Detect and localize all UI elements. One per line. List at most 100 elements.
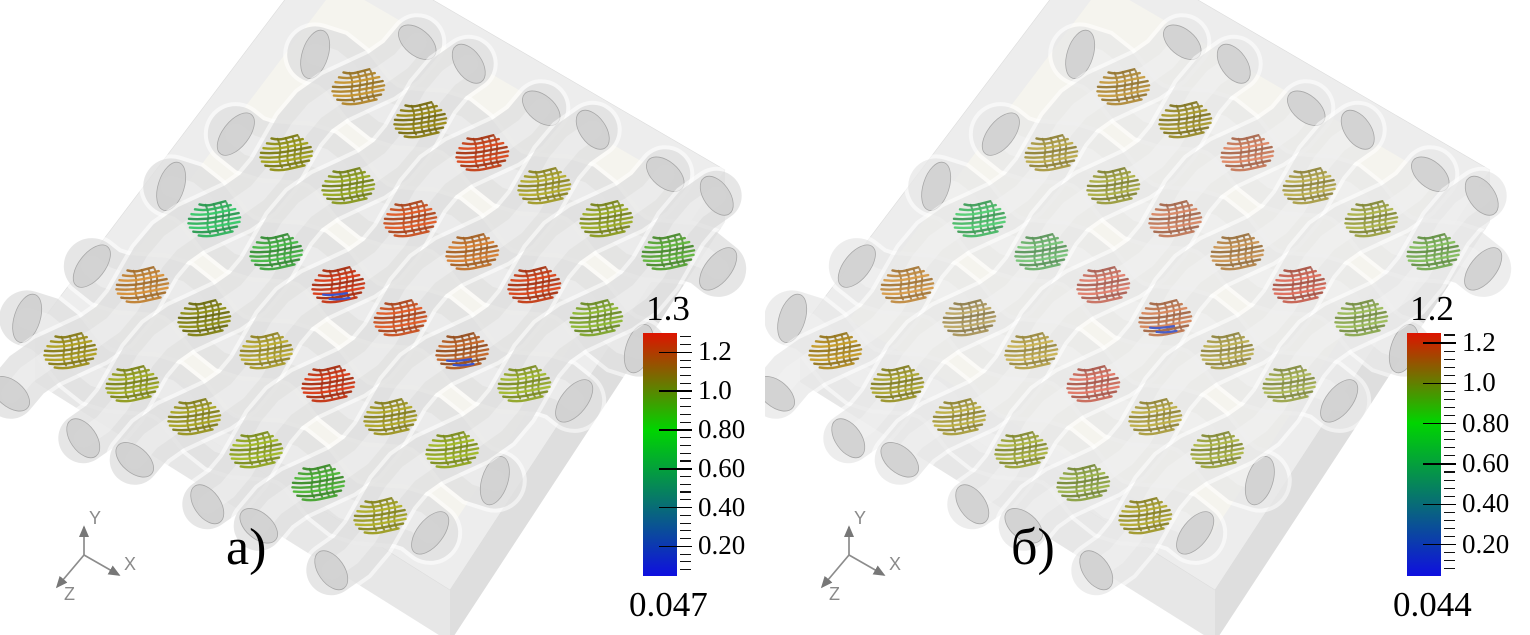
streamline-bundle <box>1148 200 1203 238</box>
streamline <box>43 343 96 353</box>
streamline <box>321 183 376 192</box>
streamline <box>322 266 351 273</box>
streamline <box>1121 504 1168 513</box>
axis-triad: Y X Z <box>820 508 901 604</box>
streamline <box>331 84 386 93</box>
streamline <box>173 401 212 410</box>
streamline-bundle <box>579 200 634 238</box>
streamline <box>811 339 858 348</box>
streamline <box>115 282 170 291</box>
streamline <box>819 332 848 339</box>
streamline <box>1097 167 1126 174</box>
streamline-bundle <box>994 431 1049 469</box>
streamline <box>1077 286 1130 296</box>
yarn-end <box>699 175 734 216</box>
streamline <box>1009 357 1056 366</box>
streamline <box>450 258 497 267</box>
streamline <box>1282 296 1319 304</box>
streamline <box>331 197 368 205</box>
streamline <box>590 200 619 207</box>
streamline <box>249 362 286 370</box>
streamline <box>1096 84 1151 93</box>
streamline <box>876 368 915 377</box>
streamline <box>881 365 910 372</box>
z-axis-label: Z <box>829 584 840 604</box>
streamline <box>945 306 992 315</box>
streamline <box>178 398 207 405</box>
streamline <box>953 220 1006 230</box>
streamline <box>1024 145 1077 155</box>
streamline <box>369 401 408 410</box>
yarn-end <box>955 484 990 525</box>
streamline <box>48 357 95 366</box>
streamline <box>1069 372 1116 381</box>
streamline <box>508 286 561 296</box>
streamline <box>1124 500 1163 509</box>
yarn-end <box>831 418 866 459</box>
streamline <box>1272 277 1325 287</box>
streamline <box>1096 197 1133 205</box>
streamline <box>1139 319 1192 329</box>
colorbar-tick-label: 0.80 <box>698 414 746 444</box>
colorbar-tick-label: 1.0 <box>698 375 732 406</box>
streamline <box>517 183 572 192</box>
streamline <box>652 233 681 240</box>
streamline-bundle <box>445 233 500 271</box>
colorbar-minor-tick <box>1444 455 1455 457</box>
streamline <box>1067 385 1120 395</box>
streamline <box>172 423 219 432</box>
streamline <box>933 418 986 428</box>
streamline <box>1201 431 1230 438</box>
streamline <box>1118 508 1171 518</box>
streamline <box>646 258 693 267</box>
streamline-bundle <box>942 299 997 337</box>
streamline-bundle <box>1262 365 1317 403</box>
colorbar-minor-tick <box>680 359 691 361</box>
yarn-end <box>12 293 43 343</box>
streamline <box>1287 192 1334 201</box>
streamline <box>239 343 292 353</box>
streamline <box>1148 211 1201 221</box>
streamline <box>943 319 996 329</box>
streamline <box>1087 266 1116 273</box>
streamline-bundle <box>425 431 480 469</box>
streamline <box>948 302 987 311</box>
streamline <box>428 438 475 447</box>
streamline <box>1201 352 1254 362</box>
streamline <box>508 365 537 372</box>
streamline <box>230 451 283 461</box>
streamline <box>1029 159 1076 168</box>
streamline <box>435 461 472 469</box>
colorbar-tick <box>659 351 692 354</box>
streamline <box>331 79 384 89</box>
streamline-bundle <box>507 266 562 304</box>
colorbar-minor-tick <box>1444 511 1455 513</box>
streamline <box>947 324 994 333</box>
colorbar-tick <box>1423 422 1456 425</box>
streamline-bundle <box>331 68 386 106</box>
streamline <box>1355 200 1384 207</box>
streamline-bundle <box>641 233 696 271</box>
streamline <box>500 372 547 381</box>
y-axis-label: Y <box>89 508 101 528</box>
streamline <box>438 339 485 348</box>
streamline <box>456 233 485 240</box>
streamline <box>1230 164 1267 172</box>
streamline <box>1190 447 1245 456</box>
streamline-bundle <box>1076 266 1131 304</box>
streamline <box>1416 263 1453 271</box>
streamline-bundle <box>373 299 428 337</box>
streamline <box>572 306 619 315</box>
streamline <box>1262 376 1315 386</box>
streamline <box>108 372 155 381</box>
streamline <box>1220 263 1257 271</box>
colorbar-minor-tick <box>1444 439 1455 441</box>
streamline <box>396 108 443 117</box>
streamline <box>574 324 621 333</box>
panel-b: Y X Z б) 1.2 0.044 1.2 1.0 0.80 0.60 0.40 0.2… <box>765 0 1530 635</box>
streamline <box>1091 192 1138 201</box>
streamline <box>1225 159 1272 168</box>
streamline-bundle <box>1210 233 1265 271</box>
streamline <box>1059 471 1106 480</box>
streamline <box>386 207 433 216</box>
